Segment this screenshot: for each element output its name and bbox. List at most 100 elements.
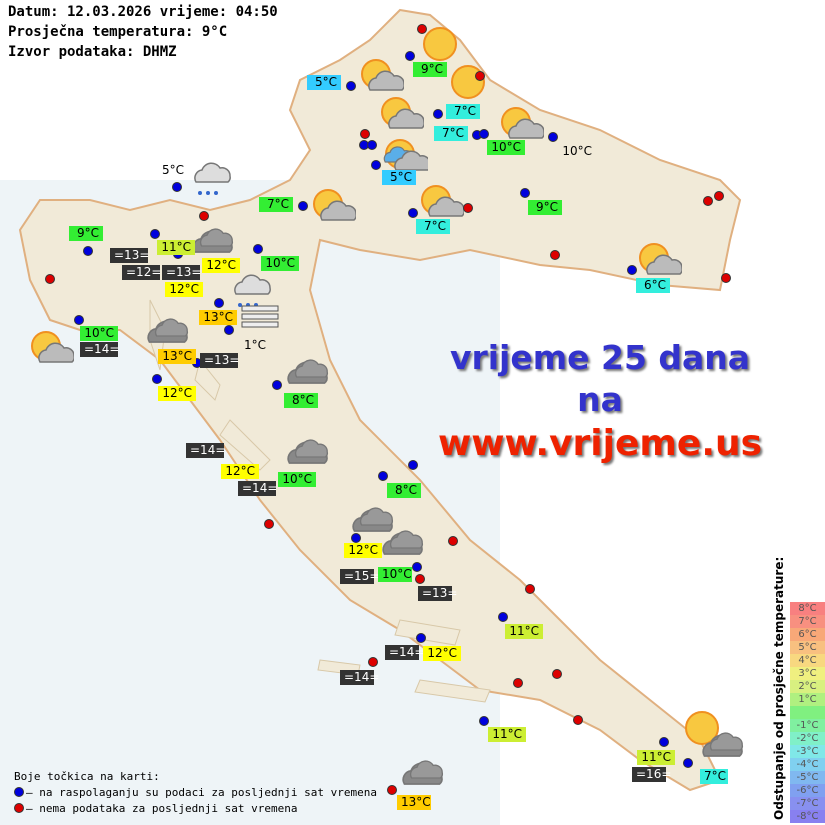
station-dot-available[interactable]	[479, 129, 489, 139]
station-dot-unavailable[interactable]	[475, 71, 485, 81]
station-dot-unavailable[interactable]	[368, 657, 378, 667]
station-dot-available[interactable]	[408, 460, 418, 470]
temperature-label: =14=	[186, 443, 225, 458]
station-dot-available[interactable]	[433, 109, 443, 119]
temperature-label: 13°C	[199, 310, 237, 325]
station-dot-available[interactable]	[405, 51, 415, 61]
station-dot-unavailable[interactable]	[417, 24, 427, 34]
station-dot-unavailable[interactable]	[415, 574, 425, 584]
station-dot-unavailable[interactable]	[45, 274, 55, 284]
temperature-label: =13=	[110, 248, 149, 263]
partly-cloudy-icon	[358, 54, 405, 102]
temperature-label: =12=	[122, 265, 161, 280]
scale-step: 2°C	[790, 680, 825, 693]
station-dot-unavailable[interactable]	[525, 584, 535, 594]
red-dot-icon	[14, 803, 24, 813]
temperature-label: =14=	[80, 342, 119, 357]
station-dot-available[interactable]	[659, 737, 669, 747]
station-dot-available[interactable]	[224, 325, 234, 335]
average-temperature: Prosječna temperatura: 9°C	[8, 24, 228, 40]
ad-website-link[interactable]: www.vrijeme.us	[437, 423, 763, 464]
temperature-label: 12°C	[221, 464, 259, 479]
station-dot-unavailable[interactable]	[552, 669, 562, 679]
station-dot-available[interactable]	[498, 612, 508, 622]
station-dot-available[interactable]	[548, 132, 558, 142]
scale-step: 8°C	[790, 602, 825, 615]
cloud-icon	[285, 437, 331, 485]
scale-step: 1°C	[790, 693, 825, 706]
station-dot-unavailable[interactable]	[360, 129, 370, 139]
station-dot-available[interactable]	[683, 758, 693, 768]
temperature-label: 12°C	[165, 282, 203, 297]
station-dot-available[interactable]	[172, 182, 182, 192]
temperature-label: =13=	[162, 265, 201, 280]
scale-title: Odstupanje od prosječne temperature:	[772, 556, 786, 820]
scale-step: -1°C	[790, 719, 825, 732]
blue-dot-icon	[14, 787, 24, 797]
station-dot-available[interactable]	[378, 471, 388, 481]
station-dot-unavailable[interactable]	[264, 519, 274, 529]
temperature-label: 8°C	[284, 393, 318, 408]
station-dot-available[interactable]	[627, 265, 637, 275]
station-dot-available[interactable]	[298, 201, 308, 211]
temperature-label: 12°C	[158, 386, 196, 401]
station-dot-available[interactable]	[351, 533, 361, 543]
rain-icon	[190, 160, 236, 208]
station-dot-available[interactable]	[371, 160, 381, 170]
station-dot-unavailable[interactable]	[550, 250, 560, 260]
station-dot-unavailable[interactable]	[199, 211, 209, 221]
station-dot-available[interactable]	[150, 229, 160, 239]
temperature-label: 9°C	[413, 62, 447, 77]
scale-step: -5°C	[790, 771, 825, 784]
station-dot-available[interactable]	[416, 633, 426, 643]
fog-icon	[240, 302, 286, 350]
station-dot-available[interactable]	[367, 140, 377, 150]
temperature-label: 7°C	[446, 104, 480, 119]
scale-step: -3°C	[790, 745, 825, 758]
temperature-label: 11°C	[157, 240, 195, 255]
partly-cloudy-icon	[28, 326, 75, 374]
station-dot-available[interactable]	[152, 374, 162, 384]
scale-step: 5°C	[790, 641, 825, 654]
station-dot-unavailable[interactable]	[513, 678, 523, 688]
sun-icon	[680, 706, 726, 754]
ad-line-1[interactable]: vrijeme 25 dana	[449, 338, 751, 377]
partly-cloudy-icon	[310, 184, 357, 232]
temperature-label: =14=	[238, 481, 277, 496]
temperature-label: 1°C	[244, 338, 267, 352]
scale-step: 3°C	[790, 667, 825, 680]
temperature-label: 5°C	[382, 170, 416, 185]
temperature-label: =13=	[418, 586, 457, 601]
station-dot-unavailable[interactable]	[703, 196, 713, 206]
temperature-label: 7°C	[700, 769, 728, 784]
station-dot-available[interactable]	[346, 81, 356, 91]
station-dot-available[interactable]	[74, 315, 84, 325]
ad-line-2[interactable]: na	[577, 380, 623, 419]
station-dot-available[interactable]	[272, 380, 282, 390]
partly-cloudy-icon	[378, 92, 425, 140]
station-dot-unavailable[interactable]	[463, 203, 473, 213]
station-dot-available[interactable]	[83, 246, 93, 256]
partly-cloudy-icon	[418, 180, 465, 228]
station-dot-unavailable[interactable]	[714, 191, 724, 201]
station-dot-available[interactable]	[412, 562, 422, 572]
station-dot-unavailable[interactable]	[573, 715, 583, 725]
temperature-label: 10°C	[487, 140, 525, 155]
station-dot-available[interactable]	[520, 188, 530, 198]
station-dot-available[interactable]	[408, 208, 418, 218]
rain-icon	[230, 272, 276, 320]
temperature-label: 7°C	[259, 197, 293, 212]
station-dot-unavailable[interactable]	[448, 536, 458, 546]
station-dot-unavailable[interactable]	[387, 785, 397, 795]
station-dot-available[interactable]	[479, 716, 489, 726]
station-dot-available[interactable]	[214, 298, 224, 308]
scale-step: -6°C	[790, 784, 825, 797]
station-dot-available[interactable]	[253, 244, 263, 254]
temperature-label: 11°C	[488, 727, 526, 742]
partly-cloudy-rain-icon	[382, 134, 431, 182]
temperature-label: 9°C	[528, 200, 562, 215]
temperature-label: 5°C	[307, 75, 341, 90]
station-dot-unavailable[interactable]	[721, 273, 731, 283]
temperature-label: 10°C	[562, 144, 592, 158]
legend-title: Boje točkica na karti:	[14, 770, 160, 783]
